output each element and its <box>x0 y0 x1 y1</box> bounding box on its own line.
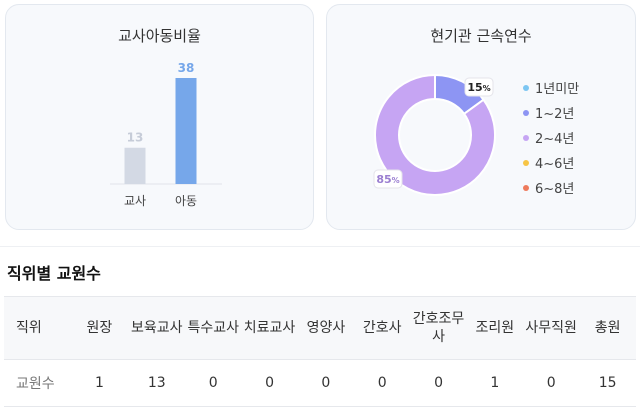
teacher-child-ratio-card: 교사아동비율 13 교사 38 아동 <box>5 4 314 230</box>
data-label-value: 15 <box>467 81 482 94</box>
table-cell: 0 <box>523 359 580 407</box>
legend-dot-icon <box>523 109 529 116</box>
bar-2 <box>175 78 197 184</box>
tenure-legend: 1년미만 1~2년 2~4년 4~6년 6~8년 <box>523 75 579 200</box>
column-header: 영양사 <box>297 296 355 360</box>
tenure-chart-title: 현기관 근속연수 <box>430 27 532 45</box>
section-divider <box>0 246 640 247</box>
legend-label: 1~2년 <box>535 107 575 122</box>
column-header: 보육교사 <box>128 296 186 360</box>
column-header: 총원 <box>579 296 636 360</box>
legend-label: 1년미만 <box>535 82 580 97</box>
donut-slice-3 <box>374 73 496 196</box>
data-label-text: 15% <box>467 81 490 94</box>
bar-category-label: 교사 <box>124 194 146 208</box>
legend-label: 4~6년 <box>535 157 575 172</box>
staff-section-title: 직위별 교원수 <box>7 264 101 283</box>
table-cell: 0 <box>185 359 242 407</box>
table-cell: 0 <box>297 359 355 407</box>
column-header: 원장 <box>70 296 129 360</box>
ratio-bar-chart: 13 교사 38 아동 <box>110 61 222 208</box>
column-header: 특수교사 <box>185 296 242 360</box>
data-label-unit: % <box>392 176 400 185</box>
ratio-chart-title: 교사아동비율 <box>118 27 201 45</box>
table-cell: 1 <box>466 359 524 407</box>
data-label-unit: % <box>483 84 491 93</box>
legend-dot-icon <box>523 84 529 91</box>
column-header: 치료교사 <box>241 296 298 360</box>
legend-dot-icon <box>523 134 529 141</box>
data-label-box <box>373 169 403 189</box>
table-row: 교원수 1 13 0 0 0 0 0 1 0 15 <box>4 359 636 407</box>
legend-item: 2~4년 <box>523 125 579 150</box>
table-cell: 15 <box>579 359 636 407</box>
tenure-donut-chart: 15%85% <box>373 73 496 196</box>
table-cell: 0 <box>241 359 298 407</box>
column-header: 조리원 <box>466 296 524 360</box>
bar-category-label: 아동 <box>175 194 197 208</box>
bar-value-label: 13 <box>127 131 144 145</box>
tenure-card: 현기관 근속연수 15% 85% 1년미만 1~2년 2~4년 4~6년 6~8년 <box>326 4 636 230</box>
legend-label: 2~4년 <box>535 132 575 147</box>
data-label-box <box>464 77 494 97</box>
data-label-text: 85% <box>376 173 399 186</box>
column-header: 간호조무사 <box>410 296 467 360</box>
bar-value-label: 38 <box>178 61 195 75</box>
legend-item: 4~6년 <box>523 150 579 175</box>
legend-item: 1~2년 <box>523 100 579 125</box>
legend-item: 6~8년 <box>523 175 579 200</box>
donut-data-label: 15% <box>464 77 494 97</box>
legend-label: 6~8년 <box>535 182 575 197</box>
bar-1 <box>124 147 146 184</box>
column-header: 사무직원 <box>523 296 580 360</box>
table-cell: 0 <box>410 359 467 407</box>
column-header: 간호사 <box>354 296 411 360</box>
data-label-value: 85 <box>376 173 391 186</box>
row-header-cell: 교원수 <box>4 359 71 407</box>
table-cell: 0 <box>354 359 411 407</box>
legend-item: 1년미만 <box>523 75 579 100</box>
table-cell: 1 <box>70 359 129 407</box>
table-cell: 13 <box>128 359 186 407</box>
legend-dot-icon <box>523 159 529 166</box>
legend-dot-icon <box>523 184 529 191</box>
table-header-row: 직위 원장 보육교사 특수교사 치료교사 영양사 간호사 간호조무사 조리원 사무직원 총원 <box>4 296 636 360</box>
donut-data-label: 85% <box>373 169 403 189</box>
column-header: 직위 <box>4 296 71 360</box>
staff-table: 직위 원장 보육교사 특수교사 치료교사 영양사 간호사 간호조무사 조리원 사무직원 총원 교원수… <box>4 296 636 407</box>
